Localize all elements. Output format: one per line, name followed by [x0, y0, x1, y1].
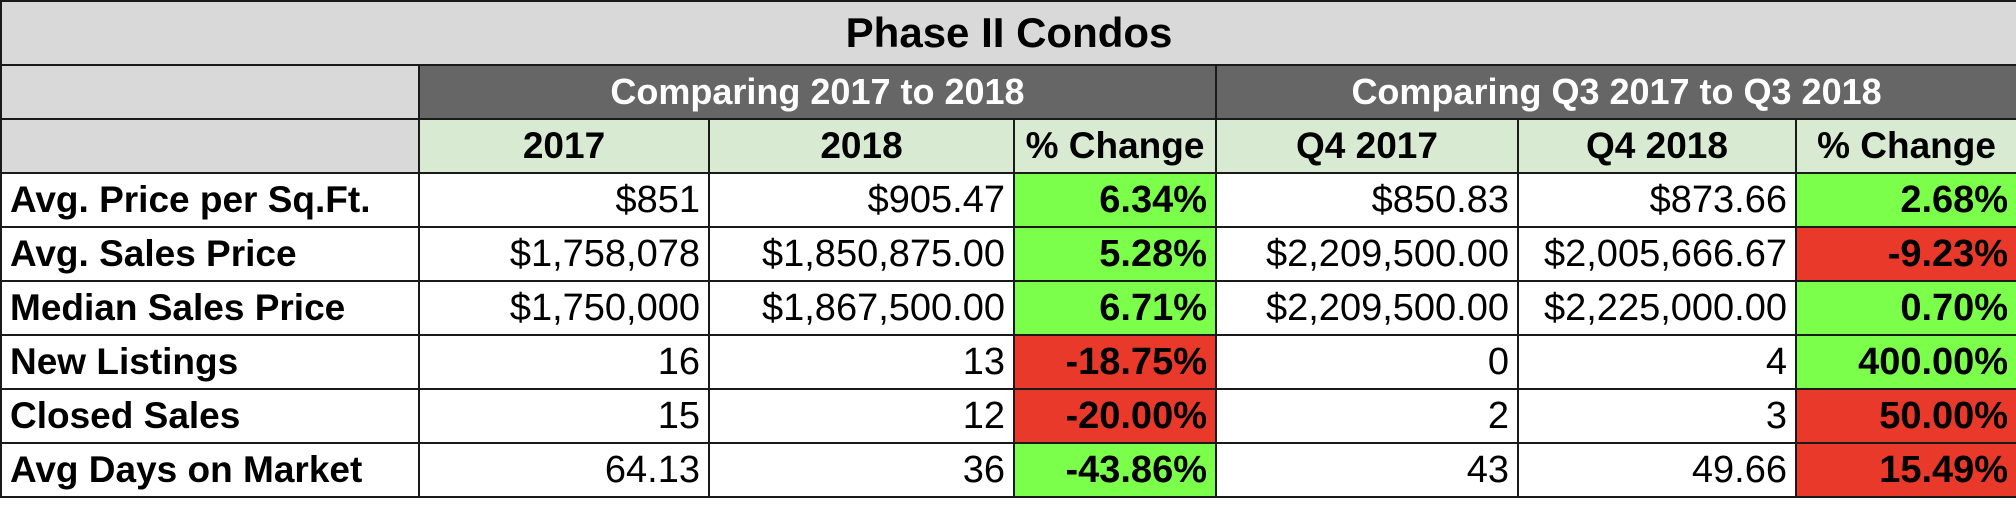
- metric-label-cell: Avg. Sales Price: [0, 226, 420, 282]
- value-2018-cell: 13: [708, 334, 1015, 390]
- metric-label-cell: Avg Days on Market: [0, 442, 420, 498]
- value-q4-2018-cell: 49.66: [1517, 442, 1797, 498]
- pct-change-year-cell: -20.00%: [1013, 388, 1217, 444]
- metric-label-cell: Median Sales Price: [0, 280, 420, 336]
- table-row: New Listings 16 13 -18.75% 0 4 400.00%: [0, 334, 2016, 390]
- value-q4-2017-cell: 0: [1215, 334, 1519, 390]
- pct-change-quarter-cell: 400.00%: [1794, 334, 2016, 390]
- column-header-pct-change-quarter: % Change: [1794, 118, 2016, 174]
- value-2017-cell: $1,750,000: [418, 280, 710, 336]
- column-header-pct-change-year: % Change: [1013, 118, 1217, 174]
- metric-label-cell: Closed Sales: [0, 388, 420, 444]
- title-row: Phase II Condos: [0, 0, 2016, 66]
- pct-change-year-cell: 5.28%: [1013, 226, 1217, 282]
- condo-comparison-table: Phase II Condos Comparing 2017 to 2018 C…: [0, 0, 2016, 498]
- pct-change-year-cell: -43.86%: [1013, 442, 1217, 498]
- column-header-q4-2018: Q4 2018: [1517, 118, 1797, 174]
- value-q4-2018-cell: $873.66: [1517, 172, 1797, 228]
- column-header-q4-2017: Q4 2017: [1215, 118, 1519, 174]
- pct-change-year-cell: 6.34%: [1013, 172, 1217, 228]
- value-2017-cell: $851: [418, 172, 710, 228]
- value-q4-2017-cell: $2,209,500.00: [1215, 226, 1519, 282]
- value-2017-cell: 16: [418, 334, 710, 390]
- column-header-2018: 2018: [708, 118, 1015, 174]
- table-title: Phase II Condos: [0, 0, 2016, 66]
- value-2017-cell: 15: [418, 388, 710, 444]
- table-row: Avg. Sales Price $1,758,078 $1,850,875.00 5…: [0, 226, 2016, 282]
- value-2017-cell: $1,758,078: [418, 226, 710, 282]
- group-header-row: Comparing 2017 to 2018 Comparing Q3 2017…: [0, 64, 2016, 120]
- pct-change-quarter-cell: -9.23%: [1794, 226, 2016, 282]
- value-q4-2018-cell: 3: [1517, 388, 1797, 444]
- empty-corner-cell: [0, 64, 420, 120]
- value-q4-2018-cell: 4: [1517, 334, 1797, 390]
- empty-metric-header: [0, 118, 420, 174]
- group-header-annual: Comparing 2017 to 2018: [418, 64, 1217, 120]
- table-row: Closed Sales 15 12 -20.00% 2 3 50.00%: [0, 388, 2016, 444]
- value-q4-2017-cell: 2: [1215, 388, 1519, 444]
- value-q4-2017-cell: 43: [1215, 442, 1519, 498]
- value-q4-2018-cell: $2,005,666.67: [1517, 226, 1797, 282]
- column-header-row: 2017 2018 % Change Q4 2017 Q4 2018 % Cha…: [0, 118, 2016, 174]
- metric-label-cell: Avg. Price per Sq.Ft.: [0, 172, 420, 228]
- value-q4-2018-cell: $2,225,000.00: [1517, 280, 1797, 336]
- value-q4-2017-cell: $2,209,500.00: [1215, 280, 1519, 336]
- table-row: Avg Days on Market 64.13 36 -43.86% 43 49.66 1…: [0, 442, 2016, 498]
- pct-change-year-cell: 6.71%: [1013, 280, 1217, 336]
- column-header-2017: 2017: [418, 118, 710, 174]
- value-2018-cell: $905.47: [708, 172, 1015, 228]
- value-2017-cell: 64.13: [418, 442, 710, 498]
- pct-change-quarter-cell: 15.49%: [1794, 442, 2016, 498]
- table-row: Avg. Price per Sq.Ft. $851 $905.47 6.34% $85…: [0, 172, 2016, 228]
- metric-label-cell: New Listings: [0, 334, 420, 390]
- pct-change-year-cell: -18.75%: [1013, 334, 1217, 390]
- value-q4-2017-cell: $850.83: [1215, 172, 1519, 228]
- pct-change-quarter-cell: 50.00%: [1794, 388, 2016, 444]
- pct-change-quarter-cell: 2.68%: [1794, 172, 2016, 228]
- table-row: Median Sales Price $1,750,000 $1,867,500.0…: [0, 280, 2016, 336]
- value-2018-cell: $1,867,500.00: [708, 280, 1015, 336]
- value-2018-cell: $1,850,875.00: [708, 226, 1015, 282]
- value-2018-cell: 12: [708, 388, 1015, 444]
- pct-change-quarter-cell: 0.70%: [1794, 280, 2016, 336]
- value-2018-cell: 36: [708, 442, 1015, 498]
- group-header-quarterly: Comparing Q3 2017 to Q3 2018: [1214, 64, 2016, 120]
